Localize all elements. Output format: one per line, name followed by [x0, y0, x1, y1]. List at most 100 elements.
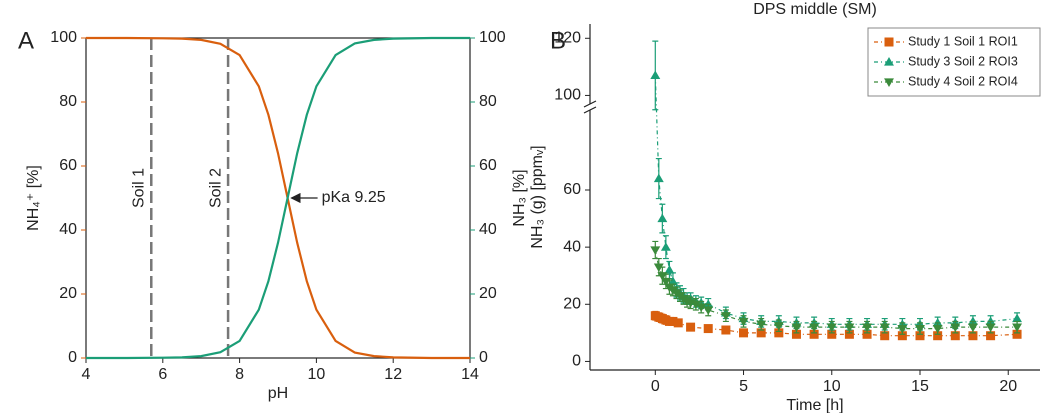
y-axis-label: NH₃ (g) [ppmᵥ]	[529, 145, 546, 248]
legend-label: Study 4 Soil 2 ROI4	[908, 74, 1018, 88]
y-axis-label: NH₄⁺ [%]	[25, 165, 42, 231]
marker	[791, 323, 802, 333]
y-tick-label: 100	[554, 87, 581, 104]
marker	[933, 331, 943, 341]
axis-break	[583, 100, 597, 108]
data-line	[654, 75, 1018, 325]
marker	[774, 328, 784, 338]
marker	[773, 322, 784, 331]
x-tick-label: 4	[82, 366, 91, 383]
marker	[653, 263, 664, 273]
marker	[738, 317, 749, 327]
marker	[650, 70, 661, 80]
marker	[809, 323, 820, 333]
plot-frame	[85, 37, 471, 359]
legend-marker	[884, 57, 894, 66]
chart-title: DPS middle (SM)	[753, 1, 877, 18]
marker	[950, 331, 960, 341]
panel-label: A	[18, 27, 34, 54]
marker	[986, 331, 996, 341]
x-tick-label: 14	[461, 366, 479, 383]
y2-tick-label: 40	[479, 221, 497, 238]
legend-label: Study 1 Soil 1 ROI1	[908, 34, 1018, 48]
marker	[696, 303, 707, 313]
axis-break	[583, 106, 597, 114]
marker	[791, 329, 801, 339]
marker	[657, 272, 668, 281]
marker	[967, 323, 978, 333]
marker	[739, 328, 749, 338]
x-tick-label: 5	[739, 378, 748, 395]
x-tick-label: 10	[308, 366, 326, 383]
x-tick-label: 20	[999, 378, 1017, 395]
annotation-label: pKa 9.25	[322, 189, 386, 206]
data-line	[655, 315, 1018, 337]
marker	[1012, 329, 1022, 339]
marker	[667, 276, 678, 286]
panel-label: B	[550, 27, 566, 54]
marker	[660, 277, 671, 287]
marker	[844, 329, 854, 339]
y-tick-label: 60	[563, 181, 581, 198]
marker	[660, 242, 671, 251]
y-tick-label: 20	[59, 285, 77, 302]
x-tick-label: 6	[158, 366, 167, 383]
y-tick-label: 60	[59, 157, 77, 174]
marker	[985, 323, 996, 333]
legend-marker	[884, 37, 894, 47]
marker	[897, 324, 908, 334]
y2-tick-label: 60	[479, 157, 497, 174]
marker	[721, 325, 731, 335]
data-line	[86, 36, 470, 360]
y2-tick-label: 0	[479, 349, 488, 366]
legend-marker	[884, 78, 894, 87]
marker	[756, 328, 766, 338]
marker	[844, 323, 855, 333]
marker	[1012, 323, 1023, 333]
marker	[686, 322, 696, 332]
marker	[664, 265, 675, 274]
marker	[985, 316, 996, 326]
marker	[826, 323, 837, 333]
marker	[673, 318, 683, 328]
data-line	[86, 36, 470, 360]
marker	[690, 300, 701, 310]
marker	[703, 299, 714, 308]
marker	[809, 329, 819, 339]
data-line	[654, 249, 1018, 330]
marker	[703, 324, 713, 334]
marker	[668, 316, 678, 326]
marker	[703, 306, 714, 315]
y2-tick-label: 80	[479, 93, 497, 110]
y2-axis-label: NH₃ [%]	[511, 169, 528, 226]
marker	[1012, 313, 1023, 323]
y-tick-label: 80	[59, 93, 77, 110]
y2-tick-label: 100	[479, 29, 506, 46]
x-tick-label: 0	[651, 378, 660, 395]
marker	[862, 329, 872, 339]
reference-label: Soil 1	[130, 168, 147, 208]
marker	[756, 320, 767, 330]
y-tick-label: 40	[59, 221, 77, 238]
y-tick-label: 40	[563, 238, 581, 255]
reference-label: Soil 2	[207, 168, 224, 208]
marker	[653, 173, 664, 183]
marker	[932, 324, 943, 334]
marker	[950, 323, 961, 333]
marker	[915, 324, 925, 334]
marker	[827, 329, 837, 339]
marker	[720, 312, 731, 321]
marker	[862, 323, 873, 333]
marker	[879, 323, 890, 333]
x-axis-label: pH	[268, 385, 288, 402]
marker	[967, 316, 978, 326]
y-tick-label: 100	[50, 29, 77, 46]
x-tick-label: 12	[384, 366, 402, 383]
y-tick-label: 0	[572, 353, 581, 370]
marker	[932, 317, 943, 327]
legend-label: Study 3 Soil 2 ROI3	[908, 54, 1018, 68]
x-tick-label: 8	[235, 366, 244, 383]
marker	[897, 331, 907, 341]
marker	[915, 331, 925, 341]
